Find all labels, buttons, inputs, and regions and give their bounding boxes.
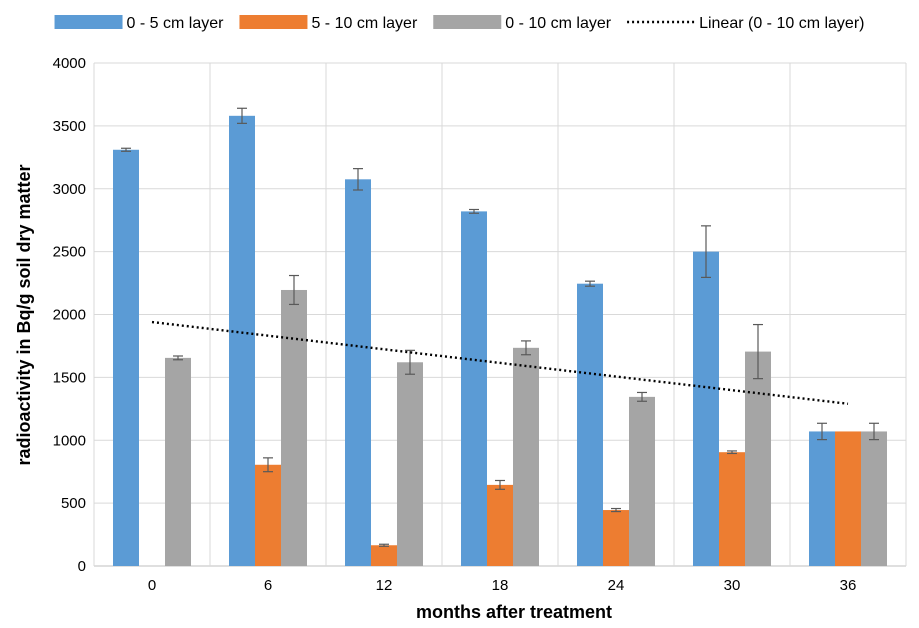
bar xyxy=(371,545,397,566)
x-tick-label: 0 xyxy=(148,577,156,594)
y-tick-label: 1000 xyxy=(53,432,86,449)
bar xyxy=(629,396,655,566)
bar xyxy=(461,211,487,566)
y-tick-label: 3000 xyxy=(53,181,86,198)
bar xyxy=(345,179,371,566)
y-tick-label: 1500 xyxy=(53,369,86,386)
y-tick-label: 500 xyxy=(61,495,86,512)
legend-label: 0 - 10 cm layer xyxy=(505,15,611,32)
error-bars xyxy=(121,107,879,547)
x-tick-label: 18 xyxy=(492,577,509,594)
legend-label: 0 - 5 cm layer xyxy=(127,15,225,32)
bar xyxy=(513,347,539,566)
y-axis-title: radioactivity in Bq/g soil dry matter xyxy=(14,164,34,465)
legend-label: 5 - 10 cm layer xyxy=(311,15,417,32)
trendline xyxy=(151,320,849,405)
bar xyxy=(281,289,307,566)
trendline-line xyxy=(151,320,849,405)
legend: 0 - 5 cm layer 5 - 10 cm layer 0 - 10 cm l… xyxy=(54,15,864,32)
bar xyxy=(397,362,423,566)
bar xyxy=(113,149,139,566)
y-tick-label: 2500 xyxy=(53,244,86,261)
y-tick-label: 0 xyxy=(78,558,86,575)
bar xyxy=(487,484,513,566)
x-axis-title: months after treatment xyxy=(416,602,612,622)
x-tick-labels: 0 6 12 18 24 30 36 xyxy=(148,577,857,594)
x-tick-label: 6 xyxy=(264,577,272,594)
bar xyxy=(165,357,191,566)
y-tick-label: 4000 xyxy=(53,55,86,72)
legend-swatch xyxy=(54,15,123,29)
legend-label: Linear (0 - 10 cm layer) xyxy=(699,15,864,32)
bar xyxy=(861,431,887,566)
y-tick-label: 2000 xyxy=(53,307,86,324)
bar xyxy=(693,251,719,566)
bar xyxy=(809,431,835,566)
bar xyxy=(835,431,861,566)
legend-swatch xyxy=(239,15,308,29)
bar xyxy=(719,452,745,566)
x-tick-label: 24 xyxy=(608,577,625,594)
bar xyxy=(603,510,629,566)
x-tick-label: 12 xyxy=(376,577,393,594)
bar xyxy=(255,464,281,566)
x-tick-label: 30 xyxy=(724,577,741,594)
legend-swatch xyxy=(433,15,502,29)
y-tick-labels: 0 500 1000 1500 2000 2500 3000 3500 4000 xyxy=(53,55,86,575)
bar xyxy=(745,351,771,566)
y-tick-label: 3500 xyxy=(53,118,86,135)
x-tick-label: 36 xyxy=(840,577,857,594)
bars xyxy=(113,115,887,566)
bar xyxy=(229,115,255,566)
bar xyxy=(577,283,603,566)
